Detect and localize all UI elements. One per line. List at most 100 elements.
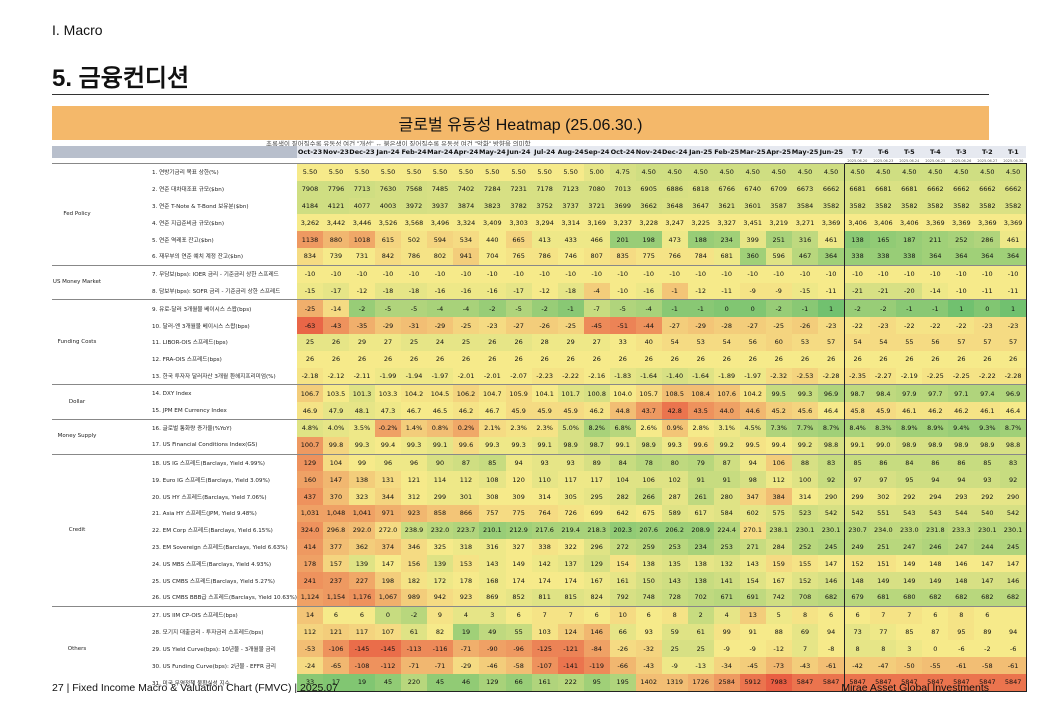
heatmap-cell: 739 (323, 247, 349, 266)
heatmap-cell: 80 (661, 453, 688, 472)
heatmap-cell: 59 (661, 623, 688, 641)
heatmap-cell: -29 (427, 317, 453, 334)
heatmap-cell: -29 (687, 317, 714, 334)
heatmap-cell: 147 (974, 572, 1001, 589)
heatmap-cell: -10 (974, 264, 1001, 283)
heatmap-cell: 338 (843, 247, 871, 266)
heatmap-cell: 45 (375, 673, 401, 692)
group-label: Money Supply (52, 418, 102, 455)
heatmap-cell: 8.9% (922, 418, 949, 437)
heatmap-cell: 7178 (531, 180, 558, 198)
row-label: 19. Euro IG 스프레드(Barclays, Yield 3.09%) (102, 471, 297, 489)
heatmap-cell: 325 (427, 538, 453, 556)
column-date (609, 158, 636, 164)
column-date (687, 158, 714, 164)
heatmap-cell: 98.9 (635, 436, 662, 455)
heatmap-cell: 8 (870, 640, 897, 658)
heatmap-cell: 540 (974, 504, 1001, 522)
heatmap-cell: 44.8 (609, 402, 636, 420)
heatmap-cell: 251 (765, 231, 792, 248)
heatmap-cell: 299 (843, 488, 871, 505)
column-header: Jun-24 (505, 146, 532, 158)
heatmap-cell: -1.64 (635, 367, 662, 385)
heatmap-cell: -121 (557, 640, 584, 658)
heatmap-cell: 8.4% (843, 418, 871, 437)
heatmap-cell: -1.94 (401, 367, 427, 385)
heatmap-cell: -25 (453, 317, 479, 334)
heatmap-cell: 4003 (375, 197, 401, 215)
heatmap-cell: -10 (531, 264, 558, 283)
heatmap-cell: 77 (870, 623, 897, 641)
heatmap-cell: -2.18 (297, 367, 323, 385)
heatmap-cell: -10 (323, 264, 349, 283)
heatmap-cell: 502 (401, 231, 427, 248)
heatmap-cell: 148 (843, 572, 871, 589)
heatmap-cell: 6681 (870, 180, 897, 198)
heatmap-cell: 3582 (870, 197, 897, 215)
heatmap-cell: 3,228 (635, 214, 662, 232)
heatmap-cell: 29 (557, 333, 584, 351)
heatmap-cell: 247 (896, 538, 923, 556)
heatmap-cell: 149 (896, 555, 923, 573)
heatmap-cell: 43.5 (687, 402, 714, 420)
heatmap-cell: 154 (609, 555, 636, 573)
heatmap-cell: 316 (791, 231, 819, 248)
heatmap-cell: 5847 (948, 673, 975, 692)
heatmap-cell: -18 (375, 282, 401, 300)
heatmap-cell: 3582 (843, 197, 871, 215)
heatmap-cell: 7568 (401, 180, 427, 198)
heatmap-cell: -25 (765, 317, 792, 334)
heatmap-cell: -2 (349, 299, 375, 318)
heatmap-cell: -22 (948, 317, 975, 334)
heatmap-cell: 230.7 (843, 521, 871, 539)
heatmap-cell: -12 (765, 640, 792, 658)
heatmap-cell: 91 (687, 471, 714, 489)
heatmap-cell: -2.16 (583, 367, 610, 385)
heatmap-cell: 3,369 (922, 214, 949, 232)
heatmap-cell: 6662 (974, 180, 1001, 198)
heatmap-cell: -4 (583, 282, 610, 300)
column-header: Feb-25 (713, 146, 740, 158)
heatmap-row: 31. 미국 무역정책 불확실성 지수 33 17 19 45 220 45 46 129 66 1… (52, 673, 1027, 692)
heatmap-cell: 7013 (609, 180, 636, 198)
heatmap-cell: 5.50 (349, 162, 375, 181)
heatmap-cell: 117 (583, 471, 610, 489)
footer-left: 27 | Fixed Income Macro & Valuation Char… (52, 682, 338, 694)
heatmap-cell: 941 (453, 247, 479, 266)
heatmap-cell: 101.3 (349, 384, 375, 403)
heatmap-cell: -2.12 (323, 367, 349, 385)
heatmap-cell: -18 (557, 282, 584, 300)
heatmap-cell: 167 (765, 572, 792, 589)
heatmap-row: 28. 모기지 대출금리 - 투자금리 스프레드(bps) 112 121 117 10… (52, 623, 1027, 641)
heatmap-cell: 680 (896, 588, 923, 607)
column-date (427, 158, 453, 164)
heatmap-cell: 138 (843, 231, 871, 248)
heatmap-cell: 99.3 (401, 436, 427, 455)
heatmap-cell: 26 (583, 350, 610, 368)
heatmap-cell: 87 (922, 623, 949, 641)
heatmap-cell: 9.4% (948, 418, 975, 437)
heatmap-cell: 8.9% (896, 418, 923, 437)
heatmap-cell: -34 (713, 657, 740, 674)
heatmap-cell: 104 (609, 471, 636, 489)
heatmap-cell: 3937 (427, 197, 453, 215)
heatmap-cell: 99.3 (479, 436, 506, 455)
heatmap-cell: 4.50 (922, 162, 949, 181)
heatmap-cell: 98.7 (583, 436, 610, 455)
heatmap-cell: 4.50 (791, 162, 819, 181)
heatmap-cell: 6709 (765, 180, 792, 198)
heatmap-cell: 6 (974, 605, 1001, 624)
heatmap-cell: -10 (375, 264, 401, 283)
heatmap-cell: -96 (505, 640, 532, 658)
heatmap-cell: 101.7 (557, 384, 584, 403)
column-header: Sep-24 (583, 146, 610, 158)
heatmap-cell: 3.5% (349, 418, 375, 437)
heatmap-cell: 0 (922, 640, 949, 658)
heatmap-cell: 1018 (349, 231, 375, 248)
column-header: T-7 (844, 146, 871, 158)
heatmap-cell: 308 (479, 488, 506, 505)
heatmap-cell: 19 (453, 623, 479, 641)
heatmap-cell: 6662 (948, 180, 975, 198)
heatmap-cell: 971 (375, 504, 401, 522)
heatmap-cell: 835 (609, 247, 636, 266)
